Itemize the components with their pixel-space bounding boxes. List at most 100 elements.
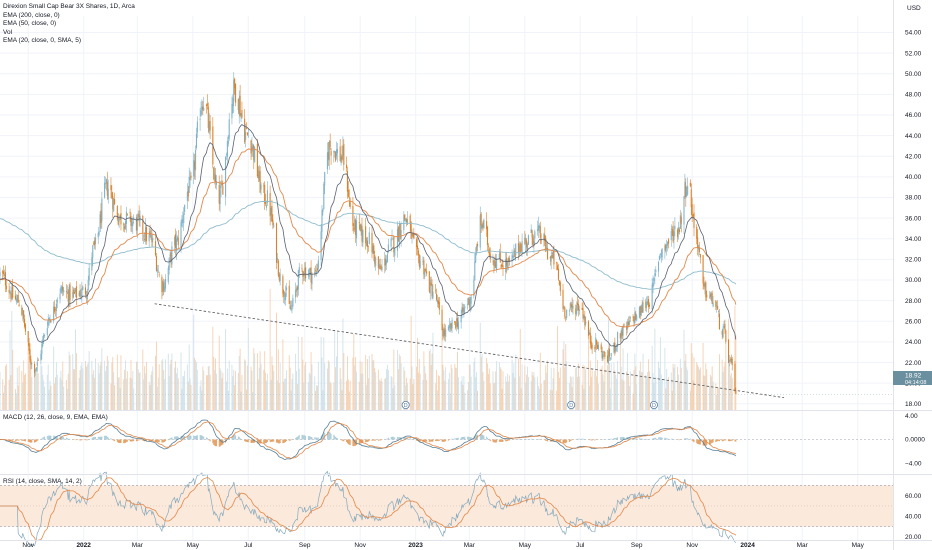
candle-body [430, 282, 432, 286]
candle-body [184, 204, 186, 212]
candle-body [336, 148, 338, 154]
volume-bar [635, 366, 637, 410]
candle-body [290, 307, 292, 311]
volume-bar [125, 360, 126, 410]
indicator-ema-50[interactable]: EMA (50, close, 0) [3, 20, 57, 28]
volume-bar [442, 364, 444, 410]
candle-body [486, 227, 489, 245]
volume-bar [23, 360, 25, 410]
candle-body [308, 269, 310, 277]
volume-bar [36, 362, 38, 410]
macd-histogram-bar [493, 439, 495, 443]
macd-histogram-bar [53, 435, 55, 440]
macd-histogram-bar [119, 439, 121, 443]
candle-body [345, 164, 348, 169]
symbol-title[interactable]: Direxion Small Cap Bear 3X Shares, 1D, A… [3, 3, 135, 10]
volume-bar [54, 383, 56, 410]
candle-body [124, 226, 126, 229]
macd-histogram-bar [361, 439, 363, 444]
macd-histogram-bar [125, 439, 127, 443]
volume-bar [454, 364, 456, 410]
candle-body [282, 276, 284, 294]
candle-body [425, 269, 427, 272]
indicator-ema-20[interactable]: EMA (20, close, 0, SMA, 5) [3, 37, 82, 45]
volume-bar [591, 370, 593, 410]
volume-bar [441, 324, 443, 410]
volume-bar [464, 392, 466, 410]
volume-bar [443, 370, 445, 410]
candle-body [647, 301, 649, 305]
volume-bar [397, 350, 398, 410]
candle-body [195, 133, 198, 149]
volume-bar [501, 388, 503, 410]
macd-histogram-bar [263, 439, 265, 444]
price-tick-label: 48.00 [905, 92, 922, 99]
volume-bar [621, 379, 623, 410]
candle-body [442, 329, 444, 337]
rsi-label[interactable]: RSI (14, close, SMA, 14, 2) [3, 478, 82, 485]
macd-histogram-bar [196, 435, 198, 440]
macd-histogram-bar [347, 439, 349, 445]
price-axis[interactable]: 54.0052.0050.0048.0046.0044.0042.0040.00… [905, 30, 925, 541]
macd-signal-line [0, 421, 737, 459]
macd-histogram-bar [461, 437, 463, 440]
candle-body [406, 219, 408, 223]
candle-body [642, 302, 644, 313]
indicator-volume[interactable]: Vol [3, 28, 13, 36]
candle-body [22, 311, 24, 315]
volume-bar [190, 384, 192, 410]
macd-histogram-bar [130, 439, 132, 442]
macd-histogram-bar [390, 437, 392, 440]
candle-body [422, 261, 424, 262]
macd-histogram-bar [723, 439, 725, 441]
candle-body [200, 110, 202, 116]
candle-body [284, 298, 286, 300]
macd-histogram-bar [506, 439, 508, 442]
indicator-ema-200[interactable]: EMA (200, close, 0) [3, 11, 60, 19]
candle-body [536, 229, 539, 232]
volume-bar [608, 363, 610, 410]
macd-histogram-bar [545, 439, 547, 441]
volume-bar [282, 339, 284, 410]
main-legend: Direxion Small Cap Bear 3X Shares, 1D, A… [3, 3, 135, 46]
macd-histogram-bar [61, 436, 63, 440]
volume-bar [378, 379, 380, 410]
candle-body [297, 270, 299, 290]
volume-bar [194, 357, 196, 410]
volume-bar [678, 382, 680, 410]
volume-bar [652, 372, 654, 410]
candle-body [362, 229, 364, 243]
volume-bar [218, 335, 220, 410]
volume-bar [494, 382, 496, 410]
candle-body [520, 250, 522, 252]
macd-histogram-bar [711, 439, 713, 443]
candle-body [215, 181, 218, 185]
volume-bar [463, 376, 465, 410]
macd-histogram-bar [558, 439, 560, 442]
candle-body [728, 359, 731, 362]
candle-body [180, 222, 182, 247]
macd-histogram-bar [392, 436, 394, 440]
candle-body [438, 301, 440, 310]
candle-body [703, 283, 705, 287]
macd-histogram-bar [326, 431, 328, 440]
macd-histogram-bar [403, 436, 405, 440]
macd-histogram-bar [378, 439, 380, 441]
candle-body [410, 222, 412, 239]
candle-body [352, 205, 354, 227]
candle-body [475, 252, 477, 263]
macd-histogram-bar [148, 439, 150, 441]
macd-label[interactable]: MACD (12, 26, close, 9, EMA, EMA) [3, 414, 108, 421]
time-axis[interactable]: Nov 2022 Mar May Jul Sep Nov 2023 Mar May Jul Sep No… [22, 542, 864, 549]
macd-histogram-bar [407, 437, 408, 440]
candle-body [666, 246, 668, 248]
candle-body [496, 258, 498, 270]
macd-histogram-bar [654, 437, 656, 440]
candle-body [600, 344, 602, 350]
volume-bar [219, 368, 221, 410]
macd-histogram-bar [333, 434, 335, 440]
candle-body [31, 362, 33, 364]
candle-body [576, 305, 578, 315]
candle-body [466, 303, 469, 305]
